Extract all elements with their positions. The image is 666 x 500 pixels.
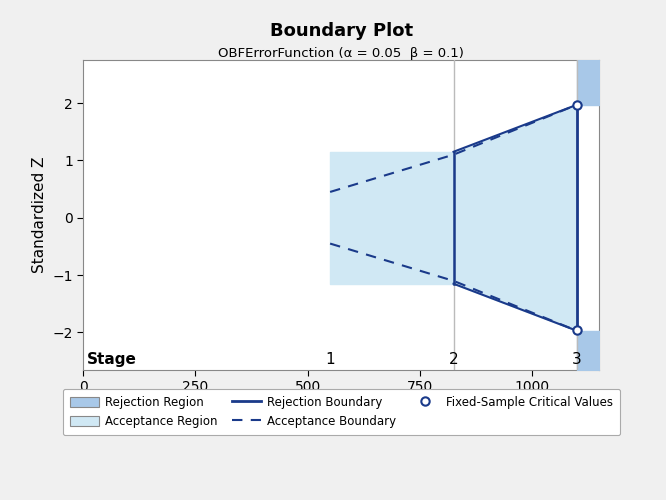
- Legend: Rejection Region, Acceptance Region, Rejection Boundary, Acceptance Boundary, Fi: Rejection Region, Acceptance Region, Rej…: [63, 389, 620, 435]
- X-axis label: Information: Information: [297, 400, 386, 415]
- Text: 2: 2: [449, 352, 458, 368]
- Text: 1: 1: [325, 352, 335, 368]
- Title: OBFErrorFunction (α = 0.05  β = 0.1): OBFErrorFunction (α = 0.05 β = 0.1): [218, 47, 464, 60]
- Text: 3: 3: [572, 352, 582, 368]
- Y-axis label: Standardized Z: Standardized Z: [32, 156, 47, 273]
- Text: Stage: Stage: [87, 352, 137, 368]
- Text: Boundary Plot: Boundary Plot: [270, 22, 413, 40]
